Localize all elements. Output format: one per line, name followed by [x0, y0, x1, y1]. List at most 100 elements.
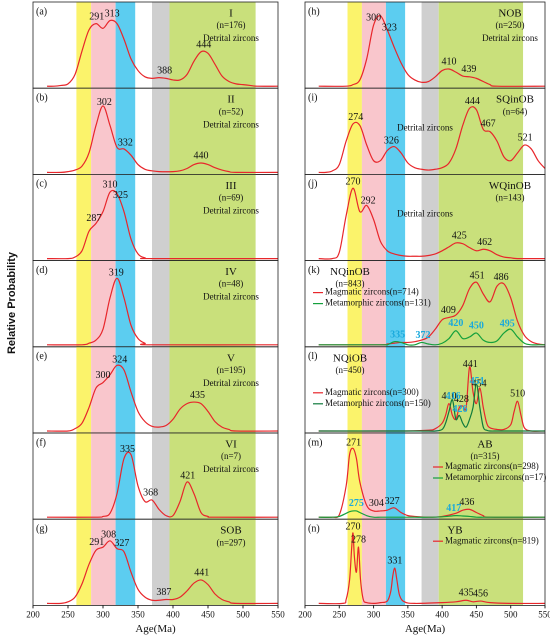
panel-label: (n)	[308, 523, 320, 534]
shaded-range	[438, 174, 524, 261]
shaded-range	[347, 346, 362, 433]
legend-label: Magmatic zircons(n=819)	[445, 535, 539, 545]
peak-label: 417	[446, 503, 461, 514]
shaded-range	[91, 519, 116, 606]
x-tick-label: 350	[131, 609, 145, 619]
shaded-range	[76, 519, 92, 606]
shaded-range	[76, 174, 92, 261]
shaded-range	[421, 88, 439, 175]
x-axis-label: Age(Ma)	[135, 623, 176, 635]
peak-label: 444	[465, 96, 480, 107]
shaded-range	[347, 174, 362, 261]
panel-subtitle: Detrital zircons	[203, 378, 259, 388]
shaded-range	[361, 174, 386, 261]
shaded-range	[421, 346, 439, 433]
peak-label: 436	[459, 497, 474, 508]
density-curve	[318, 447, 546, 519]
sample-count: (n=69)	[219, 192, 244, 202]
panel-title: YB	[447, 525, 462, 537]
shaded-range	[438, 2, 524, 89]
panel: 271 304 327 436 Magmatic zircons(n=298) 275 41…	[304, 432, 546, 520]
panel-label: (a)	[36, 6, 47, 17]
shaded-range	[115, 88, 136, 175]
shaded-range	[76, 88, 92, 175]
peak-label: 325	[113, 190, 128, 201]
x-axis-label: Age(Ma)	[405, 623, 446, 635]
shaded-range	[385, 2, 406, 89]
panel-subtitle: Detrital zircons	[203, 464, 259, 474]
peak-label: 454	[472, 378, 487, 389]
shaded-range	[347, 88, 362, 175]
peak-label: 462	[477, 237, 492, 248]
peak-label: 444	[196, 40, 211, 51]
shaded-range	[152, 519, 170, 606]
shaded-range	[385, 174, 406, 261]
panel-subtitle: Detrital zircons	[203, 205, 259, 215]
legend-label: Metamorphic zircons(n=150)	[325, 398, 431, 408]
sample-count: (n=143)	[495, 192, 524, 202]
x-tick-label: 500	[504, 609, 518, 619]
peak-label: 467	[481, 118, 496, 129]
peak-label: 451	[470, 271, 485, 282]
peak-label: 292	[361, 196, 376, 207]
density-curve	[318, 106, 546, 174]
x-tick-label: 450	[470, 609, 484, 619]
shaded-range	[169, 260, 256, 347]
sample-count: (n=450)	[335, 365, 364, 375]
density-curve	[46, 364, 279, 432]
sample-count: (n=843)	[335, 279, 364, 289]
panel: 302 332 440 (b) II(n=52) Detrital zircons	[32, 87, 279, 175]
peak-label: 323	[382, 22, 397, 33]
legend-label: Magmatic zircons(n=298)	[445, 461, 539, 471]
peak-label: 310	[103, 179, 118, 190]
peak-label: 326	[384, 135, 399, 146]
panel-title: NQinOB	[330, 266, 370, 278]
peak-label: 278	[351, 534, 366, 545]
peak-label: 270	[346, 177, 361, 188]
panel-title: III	[226, 180, 237, 192]
peak-label: 428	[454, 394, 469, 405]
shaded-range	[169, 346, 256, 433]
sample-count: (n=297)	[216, 537, 245, 547]
x-tick-label: 500	[236, 609, 250, 619]
density-curve	[318, 383, 545, 432]
density-curve	[46, 277, 279, 346]
peak-label: 486	[494, 272, 509, 283]
peak-label: 313	[105, 9, 120, 20]
peak-label: 521	[518, 133, 533, 144]
peak-label: 332	[118, 137, 133, 148]
panel-frame	[32, 518, 279, 606]
panel-title: V	[227, 352, 235, 364]
peak-label: 410	[442, 56, 457, 67]
shaded-range	[152, 346, 170, 433]
panel-title: SOB	[220, 525, 241, 537]
panel-label: (i)	[308, 92, 317, 103]
shaded-range	[438, 433, 524, 520]
peak-label: 324	[112, 354, 127, 365]
peak-label: 441	[463, 359, 478, 370]
peak-label: 335	[390, 329, 405, 340]
peak-label: 420	[448, 318, 463, 329]
peak-label: 274	[348, 112, 363, 123]
peak-label: 435	[459, 588, 474, 599]
sample-count: (n=7)	[221, 451, 241, 461]
panel-label: (c)	[36, 179, 47, 190]
shaded-range	[152, 174, 170, 261]
peak-label: 319	[109, 268, 124, 279]
peak-label: 300	[96, 370, 111, 381]
peak-label: 441	[194, 568, 209, 579]
shaded-range	[438, 260, 524, 347]
panel-subtitle: Detrital zircons	[203, 292, 259, 302]
x-tick-label: 250	[333, 609, 347, 619]
shaded-range	[152, 2, 170, 89]
panel-label: (f)	[36, 437, 46, 448]
shaded-range	[361, 88, 386, 175]
panel-subtitle: Detrital zircons	[203, 33, 259, 43]
peak-label: 304	[369, 498, 384, 509]
panel-title: WQinOB	[489, 180, 531, 192]
legend-label: Metamorphic zircons(n=131)	[325, 298, 431, 308]
peak-label: 451	[470, 376, 485, 387]
